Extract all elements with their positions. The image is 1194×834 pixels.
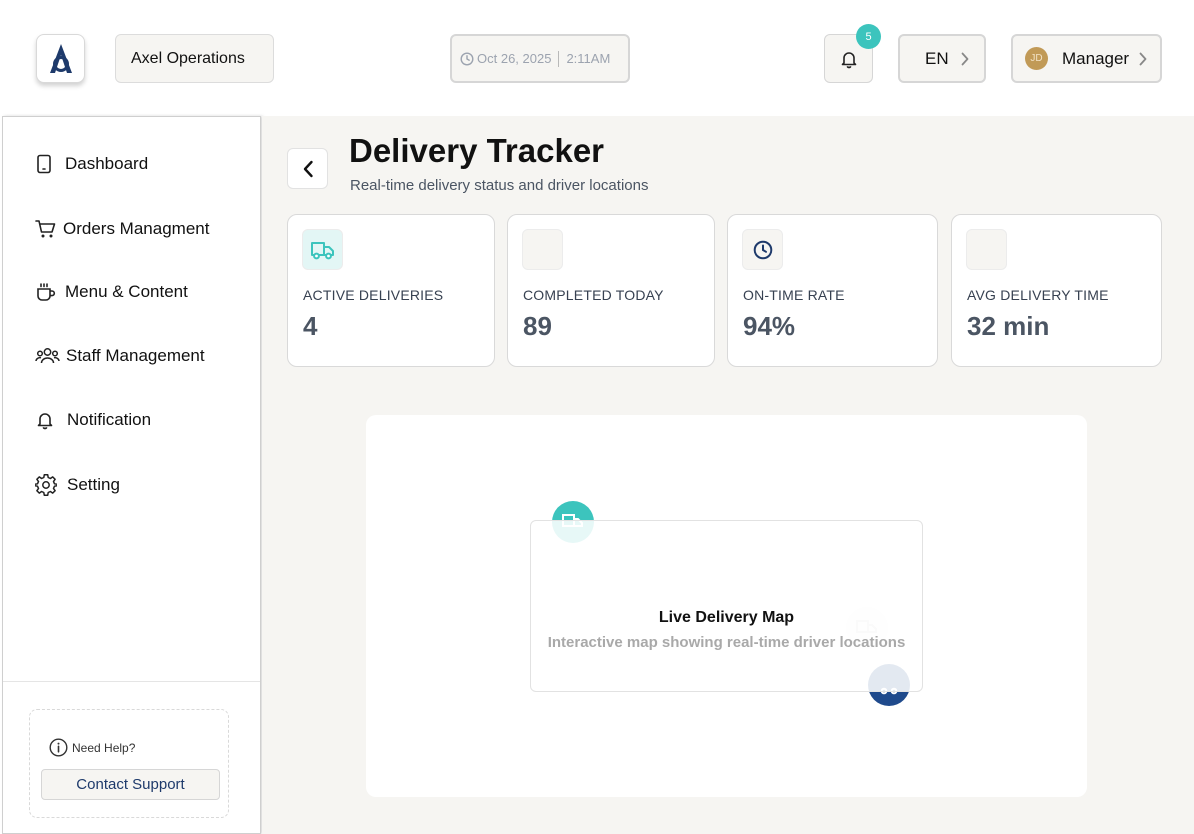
help-title-text: Need Help? xyxy=(72,740,136,755)
stat-value: 32 min xyxy=(967,311,1050,341)
sidebar-item-notification[interactable]: Notification xyxy=(35,410,151,430)
sidebar-item-menu-content[interactable]: Menu & Content xyxy=(35,282,188,302)
stat-card-on-time-rate: ON-TIME RATE 94% xyxy=(727,214,938,367)
user-menu-button[interactable]: JD Manager xyxy=(1011,34,1162,83)
contact-support-button[interactable]: Contact Support xyxy=(41,769,220,800)
chevron-left-icon xyxy=(303,160,313,177)
stat-label: ON-TIME RATE xyxy=(743,287,845,303)
stat-label: ACTIVE DELIVERIES xyxy=(303,287,444,303)
sidebar-item-label: Staff Management xyxy=(66,346,205,365)
sidebar-item-label: Orders Managment xyxy=(63,219,210,238)
help-box: Need Help? Contact Support xyxy=(29,709,229,818)
sidebar-item-staff[interactable]: Staff Management xyxy=(35,346,205,366)
cup-icon xyxy=(35,282,59,302)
stat-card-active-deliveries: ACTIVE DELIVERIES 4 xyxy=(287,214,495,367)
chevron-right-icon xyxy=(1139,52,1147,65)
main-content: Delivery Tracker Real-time delivery stat… xyxy=(262,116,1194,834)
language-selector[interactable]: EN xyxy=(898,34,986,83)
current-date: Oct 26, 2025 xyxy=(477,51,552,66)
bell-icon xyxy=(35,410,59,430)
stat-label: AVG DELIVERY TIME xyxy=(967,287,1109,303)
page-title: Delivery Tracker xyxy=(349,132,605,169)
back-button[interactable] xyxy=(287,148,328,189)
date-time-separator xyxy=(558,50,560,67)
sidebar-item-orders[interactable]: Orders Managment xyxy=(35,219,209,239)
map-subtitle: Interactive map showing real-time driver… xyxy=(547,634,906,651)
sidebar-divider xyxy=(3,681,260,682)
sidebar-item-label: Notification xyxy=(67,410,152,429)
map-title: Live Delivery Map xyxy=(658,609,795,626)
stat-icon-placeholder xyxy=(966,229,1007,270)
sidebar-item-setting[interactable]: Setting xyxy=(35,474,120,496)
logo-icon xyxy=(49,43,72,73)
sidebar-item-label: Setting xyxy=(67,475,120,494)
sidebar-item-label: Dashboard xyxy=(65,154,149,173)
info-icon xyxy=(49,738,68,757)
user-role: Manager xyxy=(1062,48,1130,68)
live-delivery-map[interactable]: Live Delivery Map Interactive map showin… xyxy=(366,415,1087,797)
truck-icon xyxy=(302,229,343,270)
top-header: Axel Operations Oct 26, 2025 2:11AM 5 EN… xyxy=(0,0,1194,116)
chevron-right-icon xyxy=(961,52,969,65)
users-icon xyxy=(35,346,61,366)
sidebar: Dashboard Orders Managment Menu & Conten… xyxy=(2,116,261,834)
map-overlay-panel: Live Delivery Map Interactive map showin… xyxy=(530,520,923,692)
sidebar-item-label: Menu & Content xyxy=(65,282,188,301)
bell-icon xyxy=(841,51,856,68)
app-logo[interactable] xyxy=(36,34,85,83)
avatar: JD xyxy=(1025,47,1048,70)
notification-count-badge: 5 xyxy=(856,24,881,49)
current-time: 2:11AM xyxy=(566,51,611,66)
stat-value: 89 xyxy=(523,311,552,341)
date-time-display: Oct 26, 2025 2:11AM xyxy=(450,34,630,83)
organization-name: Axel Operations xyxy=(131,49,245,67)
language-label: EN xyxy=(925,48,949,68)
help-title: Need Help? xyxy=(49,738,135,757)
stat-label: COMPLETED TODAY xyxy=(523,287,664,303)
stat-card-avg-delivery-time: AVG DELIVERY TIME 32 min xyxy=(951,214,1162,367)
tablet-icon xyxy=(35,154,59,174)
clock-icon xyxy=(460,51,474,66)
sidebar-item-dashboard[interactable]: Dashboard xyxy=(35,154,148,174)
page-subtitle: Real-time delivery status and driver loc… xyxy=(350,177,649,194)
stat-icon-placeholder xyxy=(522,229,563,270)
stat-card-completed-today: COMPLETED TODAY 89 xyxy=(507,214,715,367)
gear-icon xyxy=(35,474,59,496)
cart-icon xyxy=(35,219,57,239)
stat-value: 4 xyxy=(303,311,318,341)
clock-icon xyxy=(742,229,783,270)
organization-selector[interactable]: Axel Operations xyxy=(115,34,274,83)
stat-value: 94% xyxy=(743,311,796,341)
